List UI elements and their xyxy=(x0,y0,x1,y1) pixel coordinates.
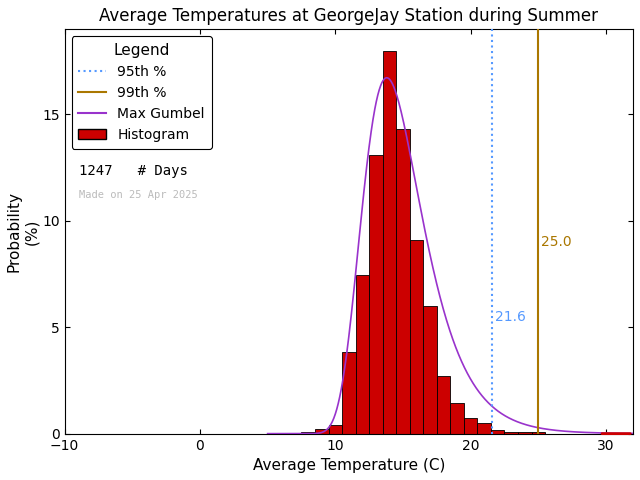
Bar xyxy=(356,275,369,433)
Text: 1247   # Days: 1247 # Days xyxy=(79,164,188,178)
Bar xyxy=(383,51,396,433)
Bar xyxy=(410,240,423,433)
Bar xyxy=(301,432,315,433)
Bar xyxy=(342,352,356,433)
Bar xyxy=(451,403,464,433)
Text: 21.6: 21.6 xyxy=(495,310,526,324)
Title: Average Temperatures at GeorgeJay Station during Summer: Average Temperatures at GeorgeJay Statio… xyxy=(99,7,598,25)
Bar xyxy=(328,425,342,433)
Text: Made on 25 Apr 2025: Made on 25 Apr 2025 xyxy=(79,191,198,201)
Bar xyxy=(477,423,491,433)
X-axis label: Average Temperature (C): Average Temperature (C) xyxy=(253,458,445,473)
Bar xyxy=(315,429,328,433)
Text: 25.0: 25.0 xyxy=(541,235,572,249)
Legend: 95th %, 99th %, Max Gumbel, Histogram: 95th %, 99th %, Max Gumbel, Histogram xyxy=(72,36,212,149)
Bar xyxy=(369,156,383,433)
Bar xyxy=(491,430,504,433)
Bar xyxy=(518,432,532,433)
Bar xyxy=(437,375,451,433)
Bar xyxy=(464,418,477,433)
Bar xyxy=(396,129,410,433)
Bar xyxy=(504,432,518,433)
Y-axis label: Probability
(%): Probability (%) xyxy=(7,191,39,272)
Bar xyxy=(423,306,437,433)
Bar xyxy=(532,432,545,433)
